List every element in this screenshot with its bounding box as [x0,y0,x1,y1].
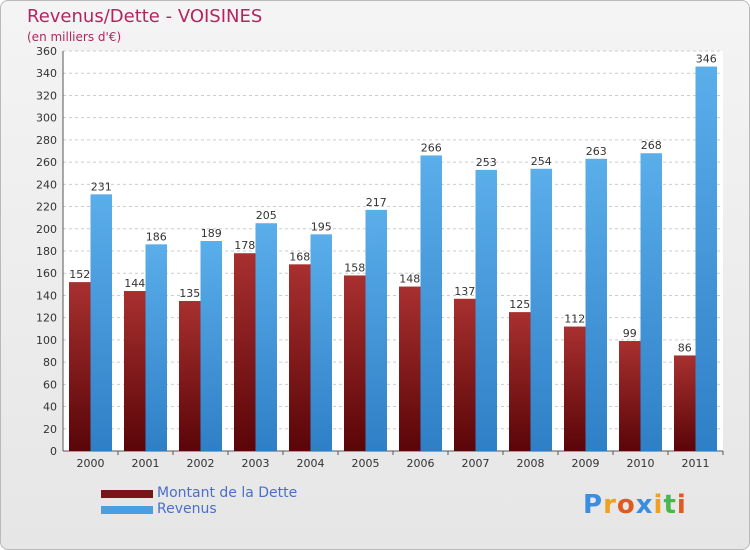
debt-bar [179,301,201,451]
revenue-bar [475,169,497,451]
debt-bar [234,253,256,451]
proxiti-logo: Proxiti [583,490,687,520]
legend-label-debt: Montant de la Dette [157,485,298,501]
y-tick-label: 20 [43,423,57,436]
revenue-bar [255,223,277,451]
debt-bar [124,291,146,451]
data-label: 266 [421,141,442,154]
data-label: 86 [678,341,692,354]
revenue-bar [145,244,167,451]
data-label: 217 [366,196,387,209]
x-tick-label: 2003 [242,457,270,470]
data-label: 268 [641,139,662,152]
debt-bar [674,355,696,451]
data-label: 195 [311,220,332,233]
data-label: 152 [69,268,90,281]
data-label: 253 [476,156,497,169]
x-tick-label: 2001 [132,457,160,470]
data-label: 125 [509,298,530,311]
y-tick-label: 100 [36,334,57,347]
y-tick-label: 40 [43,401,57,414]
data-label: 178 [234,239,255,252]
y-tick-label: 140 [36,289,57,302]
debt-bar [619,341,641,451]
debt-bar [69,282,91,451]
data-label: 158 [344,261,365,274]
revenue-bar [695,66,717,452]
debt-bar [454,298,476,451]
x-tick-label: 2010 [627,457,655,470]
data-label: 263 [586,145,607,158]
data-label: 144 [124,277,145,290]
debt-bar [289,264,311,451]
revenue-bar [310,234,332,451]
x-tick-label: 2008 [517,457,545,470]
y-tick-label: 300 [36,112,57,125]
revenue-bar [420,155,442,451]
y-tick-label: 160 [36,267,57,280]
data-label: 254 [531,155,552,168]
data-label: 135 [179,287,200,300]
data-label: 346 [696,53,717,66]
data-label: 186 [146,230,167,243]
debt-bar [344,275,366,451]
revenue-bar [365,209,387,451]
logo-letter: x [635,490,654,520]
data-label: 99 [623,327,637,340]
x-tick-label: 2007 [462,457,490,470]
x-tick-label: 2004 [297,457,325,470]
x-tick-label: 2009 [572,457,600,470]
y-tick-label: 0 [50,445,57,458]
legend-label-revenue: Revenus [157,501,217,517]
y-tick-label: 60 [43,378,57,391]
y-tick-label: 240 [36,178,57,191]
chart-title: Revenus/Dette - VOISINES [27,6,263,27]
revenue-bar [200,241,222,451]
y-tick-label: 280 [36,134,57,147]
x-tick-label: 2000 [77,457,105,470]
logo-letter: o [616,490,636,520]
legend-swatch-revenue [101,506,153,514]
data-label: 205 [256,209,277,222]
y-tick-label: 360 [36,45,57,58]
logo-letter: t [663,490,677,520]
revenue-bar [640,153,662,451]
y-tick-label: 200 [36,223,57,236]
debt-bar [509,312,531,451]
debt-bar [399,286,421,451]
y-tick-label: 320 [36,89,57,102]
data-label: 137 [454,285,475,298]
y-tick-label: 180 [36,245,57,258]
x-tick-label: 2002 [187,457,215,470]
y-tick-label: 220 [36,201,57,214]
data-label: 168 [289,250,310,263]
y-tick-label: 260 [36,156,57,169]
x-tick-label: 2011 [682,457,710,470]
x-tick-label: 2006 [407,457,435,470]
logo-letter: r [603,490,617,520]
logo-letter: P [583,490,604,520]
y-tick-label: 120 [36,312,57,325]
data-label: 189 [201,227,222,240]
y-tick-label: 340 [36,67,57,80]
chart-subtitle: (en milliers d'€) [27,30,122,44]
legend-swatch-debt [101,490,153,498]
y-tick-label: 80 [43,356,57,369]
debt-bar [564,326,586,451]
revenue-bar [585,158,607,451]
data-label: 148 [399,273,420,286]
x-tick-label: 2005 [352,457,380,470]
logo-letter: i [676,490,687,520]
revenue-bar [90,194,112,452]
data-label: 231 [91,180,112,193]
revenue-bar [530,168,552,451]
logo-letter: i [653,490,664,520]
data-label: 112 [564,313,585,326]
